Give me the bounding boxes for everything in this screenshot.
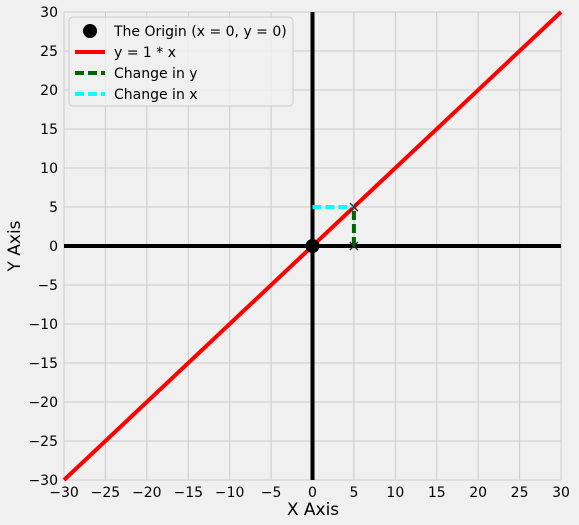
legend-line-label: y = 1 * x	[114, 45, 176, 61]
x-tick-label: 25	[511, 485, 529, 501]
x-tick-label: 20	[469, 485, 487, 501]
point-x-stroke	[349, 202, 359, 212]
legend-change-y-label: Change in y	[114, 66, 198, 82]
legend-entry-origin: The Origin (x = 0, y = 0)	[83, 24, 287, 40]
x-tick-label: −5	[261, 485, 282, 501]
y-axis-title: Y Axis	[5, 220, 25, 272]
y-tick-label: −20	[28, 395, 58, 411]
x-tick-label: 30	[552, 485, 570, 501]
x-tick-label: −10	[215, 485, 245, 501]
x-tick-label: 5	[349, 485, 358, 501]
x-tick-label: 0	[308, 485, 317, 501]
x-axis-title: X Axis	[287, 500, 339, 520]
y-tick-label: −30	[28, 473, 58, 489]
x-tick-label: −25	[91, 485, 121, 501]
y-tick-label: −15	[28, 356, 58, 372]
point-x-stroke	[349, 241, 359, 251]
y-tick-label: 15	[40, 122, 58, 138]
point-x-marker	[349, 202, 359, 212]
y-tick-label: −5	[37, 278, 58, 294]
x-tick-label: −20	[132, 485, 162, 501]
y-tick-label: −25	[28, 434, 58, 450]
legend: The Origin (x = 0, y = 0) y = 1 * x Chan…	[68, 16, 294, 107]
legend-entry-line: y = 1 * x	[75, 45, 176, 61]
y-tick-label: 30	[40, 5, 58, 21]
y-tick-label: 25	[40, 44, 58, 60]
legend-change-x-label: Change in x	[114, 87, 198, 103]
y-tick-label: 0	[49, 239, 58, 255]
legend-origin-marker	[83, 24, 97, 38]
legend-box	[68, 16, 294, 107]
tick-labels: −30 −25 −20 −15 −10 −5 0 5 10 15 20 25 30 −30 −25 −20 −1…	[28, 5, 569, 501]
origin-marker	[305, 239, 320, 253]
marker-layer	[305, 202, 359, 253]
legend-entry-change-y: Change in y	[75, 66, 198, 82]
x-tick-label: −30	[49, 485, 79, 501]
y-tick-label: 5	[49, 200, 58, 216]
point-x-marker	[349, 241, 359, 251]
x-tick-label: −15	[173, 485, 203, 501]
y-tick-label: −10	[28, 317, 58, 333]
x-tick-label: 10	[386, 485, 404, 501]
legend-entry-change-x: Change in x	[75, 87, 198, 103]
y-tick-label: 10	[40, 161, 58, 177]
legend-origin-label: The Origin (x = 0, y = 0)	[113, 24, 287, 40]
y-tick-label: 20	[40, 83, 58, 99]
x-tick-label: 15	[428, 485, 446, 501]
